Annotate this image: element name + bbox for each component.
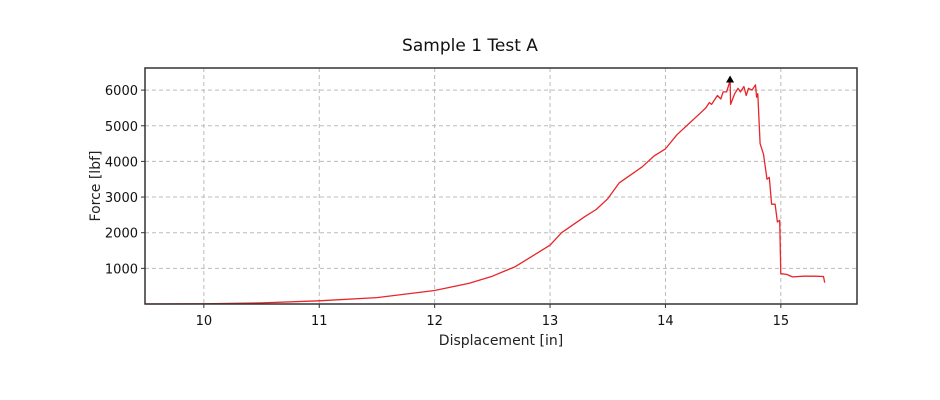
y-tick-label: 2000 <box>105 227 138 242</box>
x-axis-label: Displacement [in] <box>438 333 564 349</box>
x-tick-label: 15 <box>773 314 790 329</box>
x-tick-label: 13 <box>542 314 559 329</box>
chart-title: Sample 1 Test A <box>402 36 538 56</box>
force-line <box>144 79 826 305</box>
x-tick-label: 11 <box>311 314 328 329</box>
x-tick-label: 14 <box>657 314 674 329</box>
y-tick-label: 4000 <box>105 155 138 170</box>
y-tick-label: 6000 <box>105 84 138 99</box>
y-tick-label: 5000 <box>105 120 138 135</box>
axis-ticks: 10 11 12 13 14 15 1000 2000 3000 4000 5000 6000 <box>105 84 789 329</box>
peak-triangle-icon <box>726 75 735 83</box>
peak-marker <box>726 75 735 83</box>
data-series <box>144 79 826 305</box>
x-tick-label: 12 <box>426 314 443 329</box>
x-tick-label: 10 <box>196 314 213 329</box>
grid-lines <box>145 68 857 304</box>
y-tick-label: 3000 <box>105 191 138 206</box>
plot-frame <box>144 67 858 305</box>
y-tick-label: 1000 <box>105 262 138 277</box>
